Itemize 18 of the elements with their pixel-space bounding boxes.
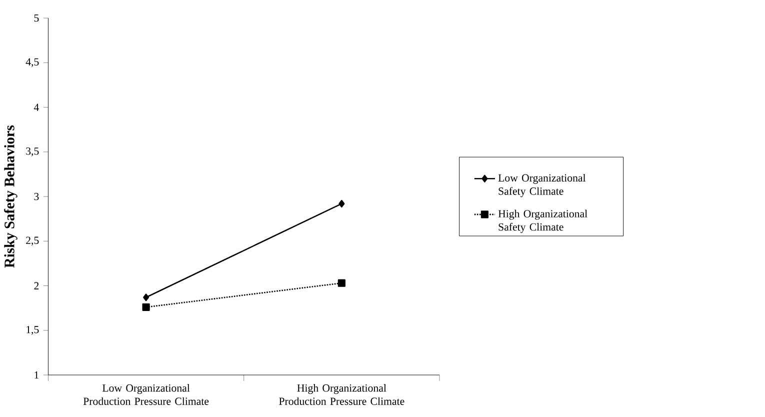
y-tick-label: 3,5 <box>26 148 39 157</box>
x-tick-label: High Organizational Production Pressure Climate <box>279 384 404 406</box>
y-tick-label: 4 <box>34 104 39 112</box>
point <box>338 280 346 288</box>
y-axis-title: Risky Safety Behaviors <box>4 126 18 268</box>
y-tick-label: 4,5 <box>26 58 39 68</box>
y-tick-label: 3 <box>34 193 39 200</box>
point <box>338 200 345 208</box>
y-tick-label: 2 <box>34 282 39 290</box>
y-tick-label: 1 <box>34 372 39 379</box>
y-tick-label: 1,5 <box>26 326 39 335</box>
y-tick-label: 5 <box>34 14 39 22</box>
legend-label: Low Organizational Safety Climate <box>498 174 586 198</box>
y-tick-label: 2,5 <box>26 236 39 246</box>
point <box>143 294 150 302</box>
point <box>142 304 150 312</box>
legend-label: High Organizational Safety Climate <box>498 210 588 234</box>
x-tick-label: Low Organizational Production Pressure Climate <box>83 384 209 406</box>
